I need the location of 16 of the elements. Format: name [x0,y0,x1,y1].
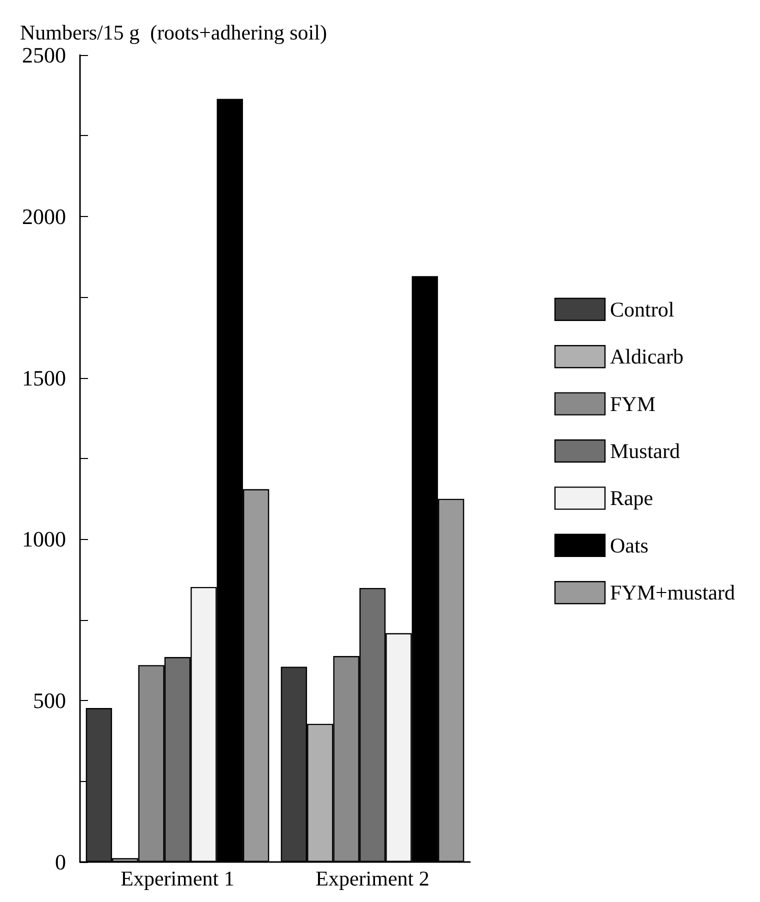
legend-label: FYM+mustard [610,580,736,605]
legend-label: FYM [610,392,656,416]
y-tick-label: 1500 [22,365,66,390]
y-tick-label: 2500 [22,42,66,68]
legend-label: Control [610,297,674,322]
y-axis-title: Numbers/15 g (roots+adhering soil) [20,20,327,44]
legend-label: Oats [610,533,648,558]
y-tick-label: 1000 [22,526,66,552]
y-tick-label: 2000 [22,204,66,229]
legend-label: Rape [610,486,654,510]
y-tick-label: 0 [55,850,66,874]
legend-label: Aldicarb [610,344,684,369]
x-tick-label: Experiment 1 [120,866,234,890]
legend-label: Mustard [610,439,680,463]
y-tick-label: 500 [33,688,66,714]
x-tick-label: Experiment 2 [316,866,430,890]
